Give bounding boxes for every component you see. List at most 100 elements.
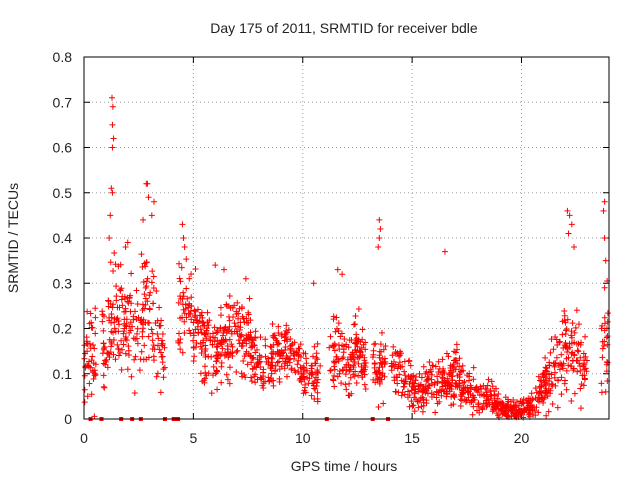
data-point [84,393,91,400]
data-point [575,321,582,328]
data-point [204,309,211,316]
data-point [303,355,310,362]
data-point [181,329,188,336]
data-point [295,357,302,364]
y-axis-label: SRMTID / TECUs [5,183,21,293]
data-point [300,374,307,381]
data-point [406,357,413,364]
data-point [452,383,459,390]
data-point [157,389,164,396]
data-point [371,341,378,348]
data-point [115,345,122,352]
data-point [497,402,504,409]
data-point [309,353,316,360]
data-point [548,336,555,343]
data-point [283,327,290,334]
data-point [130,316,137,323]
data-point [423,387,430,394]
data-point [313,354,320,361]
data-point [445,353,452,360]
data-point [441,377,448,384]
data-point [223,302,230,309]
data-point [355,306,362,313]
data-point [202,348,209,355]
data-point [220,327,227,334]
data-point [390,343,397,350]
data-point [108,328,115,335]
data-point [230,313,237,320]
data-point [343,386,350,393]
data-point [288,342,295,349]
data-point [176,260,183,267]
data-point [217,312,224,319]
data-point [114,341,121,348]
data-point [331,366,338,373]
data-point [559,331,566,338]
data-point [268,370,275,377]
data-point [108,340,115,347]
data-point [406,403,413,410]
data-point [145,333,152,340]
data-point [244,361,251,368]
data-point [149,268,156,275]
data-point [128,270,135,277]
data-point [100,383,107,390]
data-point [141,342,148,349]
data-point [118,337,125,344]
data-point [103,358,110,365]
data-point [89,353,96,360]
data-point [154,370,161,377]
data-point [283,322,290,329]
data-point [344,356,351,363]
data-point [122,333,129,340]
data-point [272,335,279,342]
data-point [431,379,438,386]
data-point [159,359,166,366]
data-point [104,350,111,357]
data-point [213,358,220,365]
data-point [214,349,221,356]
data-point [454,346,461,353]
data-point [269,321,276,328]
data-point [240,337,247,344]
data-point [222,337,229,344]
data-point [177,278,184,285]
data-point [410,402,417,409]
data-point [249,365,256,372]
data-point [148,279,155,286]
data-point [228,341,235,348]
data-point [570,367,577,374]
data-point [402,378,409,385]
data-point [568,363,575,370]
data-point [520,414,527,421]
data-point [563,367,570,374]
data-point [350,321,357,328]
data-point [490,405,497,412]
data-point [81,386,88,393]
data-point [526,407,533,414]
data-point [251,373,258,380]
data-point [143,259,150,266]
data-point [399,363,406,370]
data-point [214,386,221,393]
data-point [132,308,139,315]
data-point [475,386,482,393]
data-point [330,377,337,384]
data-point [401,383,408,390]
data-point [144,298,151,305]
data-point [142,301,149,308]
data-point [338,330,345,337]
data-point [551,374,558,381]
data-point [118,366,125,373]
data-point [192,265,199,272]
data-point [601,284,608,291]
data-point [555,361,562,368]
data-point [362,346,369,353]
data-point [507,403,514,410]
data-point [114,315,121,322]
data-point [512,409,519,416]
data-point [177,295,184,302]
data-point [194,306,201,313]
data-point [101,313,108,320]
data-point [414,398,421,405]
